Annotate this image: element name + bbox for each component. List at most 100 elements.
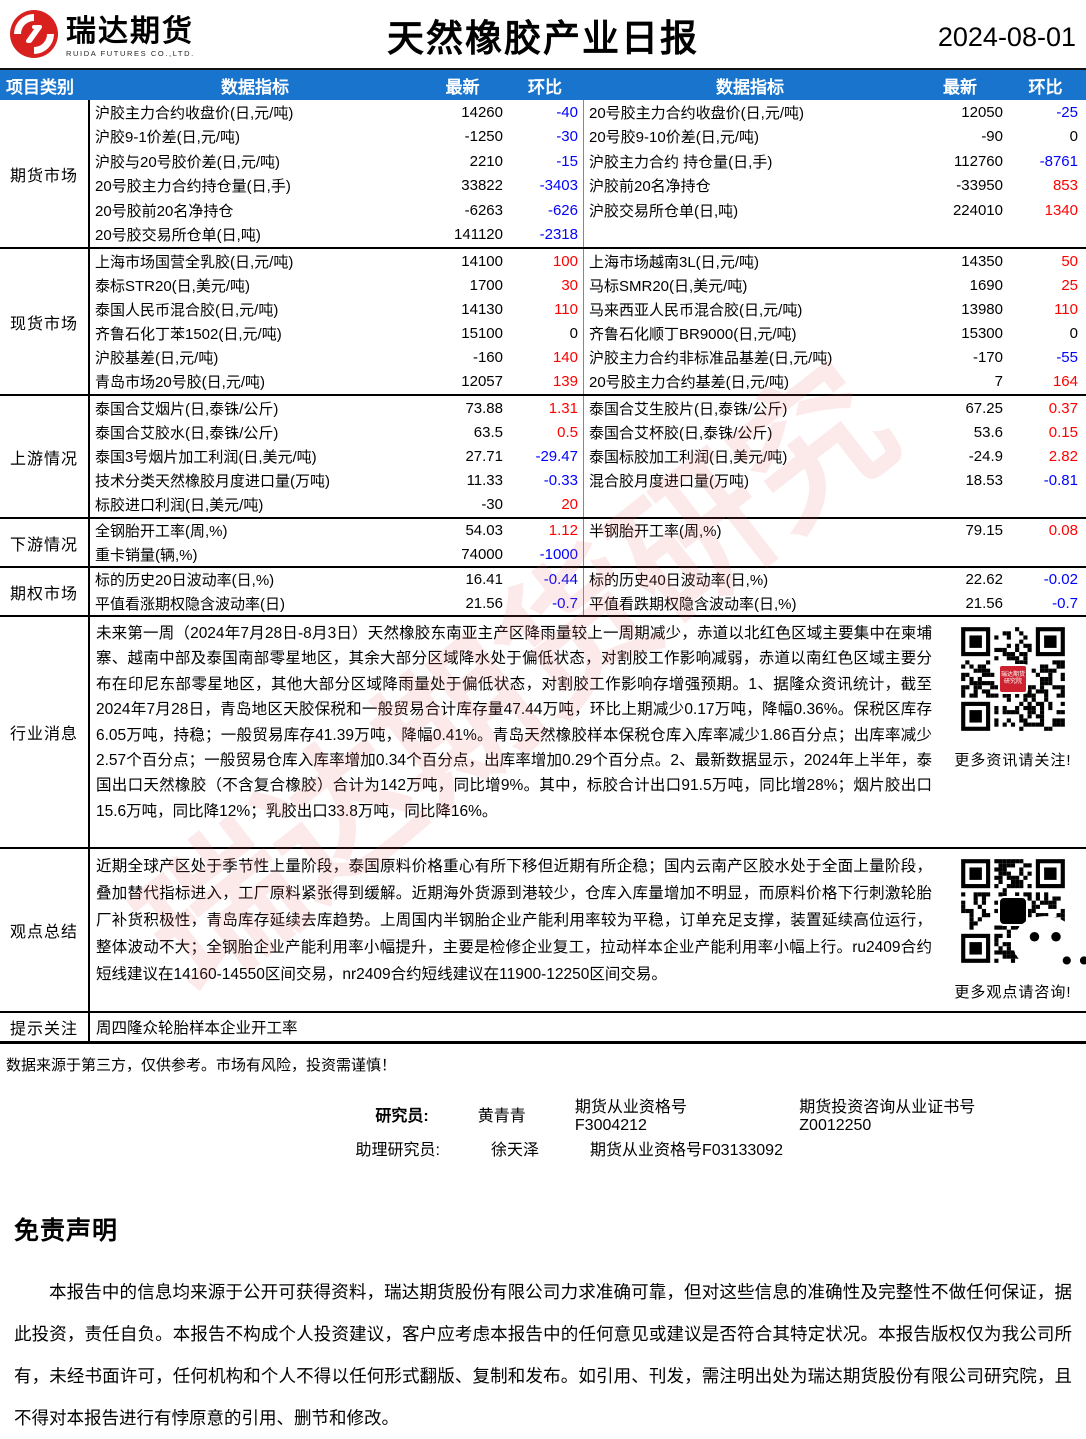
researcher-info: 研究员: 黄青青 期货从业资格号F3004212 期货投资咨询从业证书号Z001…: [0, 1097, 1086, 1165]
indicator-name: 标的历史40日波动率(日,%): [583, 568, 913, 592]
disclaimer-title: 免责声明: [14, 1217, 119, 1245]
indicator-value: 54.03: [465, 522, 503, 540]
indicator-value: 16.41: [465, 571, 503, 589]
section-期货市场: 期货市场 沪胶主力合约收盘价(日,元/吨) 14260 -40 20号胶主力合约收盘价(…: [0, 100, 1086, 247]
indicator-change: 0: [1069, 325, 1078, 343]
indicator-change: -0.7: [1052, 594, 1078, 612]
indicator-change: -2318: [539, 226, 578, 244]
indicator-name: 马来西亚人民币混合胶(日,元/吨): [583, 297, 913, 322]
section-label: 行业消息: [0, 617, 90, 847]
indicator-name: 平值看跌期权隐含波动率(日,%): [583, 591, 913, 615]
indicator-name: 20号胶9-10价差(日,元/吨): [583, 124, 913, 149]
indicator-value: 22.62: [965, 571, 1003, 589]
table-row: 泰国3号烟片加工利润(日,美元/吨) 27.71 -29.47 泰国标胶加工利润(日,…: [90, 444, 1086, 469]
indicator-name: 上海市场越南3L(日,元/吨): [583, 249, 913, 274]
table-row: 泰标STR20(日,美元/吨) 1700 30 马标SMR20(日,美元/吨) 1690…: [90, 273, 1086, 298]
section-label: 期权市场: [0, 568, 90, 615]
table-row: 泰国合艾烟片(日,泰铢/公斤) 73.88 1.31 泰国合艾生胶片(日,泰铢/公斤)…: [90, 396, 1086, 421]
indicator-change: 110: [1054, 300, 1078, 318]
notice-text: 周四隆众轮胎样本企业开工率: [96, 1020, 298, 1037]
indicator-name: 泰国3号烟片加工利润(日,美元/吨): [95, 449, 317, 466]
indicator-change: 0.37: [1048, 399, 1078, 417]
indicator-name: [583, 492, 913, 518]
table-row: 标胶进口利润(日,美元/吨) -30 20: [90, 492, 1086, 518]
indicator-value: 7: [994, 373, 1003, 391]
section-viewpoint-summary: 观点总结 近期全球产区处于季节性上量阶段，泰国原料价格重心有所下移但近期有所企稳…: [0, 847, 1086, 1011]
indicator-name: 沪胶9-1价差(日,元/吨): [95, 129, 241, 147]
indicator-name: 泰国合艾生胶片(日,泰铢/公斤): [583, 396, 913, 421]
indicator-value: 14260: [461, 103, 503, 121]
section-期权市场: 期权市场 标的历史20日波动率(日,%) 16.41 -0.44 标的历史40日波动率(…: [0, 566, 1086, 615]
indicator-change: 30: [561, 276, 578, 294]
indicator-value: -160: [472, 349, 503, 367]
table-row: 青岛市场20号胶(日,元/吨) 12057 139 20号胶主力合约基差(日,元/吨)…: [90, 369, 1086, 395]
researcher-cert2: 期货投资咨询从业证书号Z0012250: [799, 1099, 976, 1134]
indicator-change: -30: [556, 128, 578, 146]
news-qr-code: 瑞达期货 研究院: [957, 623, 1069, 735]
page-title: 天然橡胶产业日报: [387, 18, 699, 59]
company-name-en: RUIDA FUTURES CO.,LTD.: [66, 49, 195, 58]
indicator-value: 63.5: [473, 423, 503, 441]
indicator-value: 53.6: [973, 423, 1003, 441]
qr-badge-text: 瑞达期货: [1000, 672, 1025, 678]
indicator-value: 27.71: [465, 448, 503, 465]
indicator-name: 齐鲁石化顺丁BR9000(日,元/吨): [583, 321, 913, 346]
section-label: 提示关注: [0, 1013, 90, 1041]
report-header: 瑞达期货 RUIDA FUTURES CO.,LTD. 天然橡胶产业日报 202…: [0, 0, 1086, 68]
indicator-name: 20号胶主力合约基差(日,元/吨): [583, 369, 913, 395]
report-date: 2024-08-01: [937, 22, 1076, 52]
company-logo: 瑞达期货 RUIDA FUTURES CO.,LTD.: [8, 8, 195, 60]
indicator-change: 0.15: [1048, 423, 1078, 441]
indicator-change: -0.02: [1043, 571, 1078, 589]
indicator-value: 1700: [469, 276, 503, 294]
indicator-name: 20号胶主力合约持仓量(日,手): [95, 178, 291, 196]
indicator-value: 1690: [969, 276, 1003, 294]
table-column-header: 项目类别 数据指标 最新 环比 数据指标 最新 环比: [0, 68, 1086, 100]
indicator-change: 110: [554, 300, 578, 318]
company-name: 瑞达期货: [66, 15, 194, 48]
wechat-icon: [998, 896, 1086, 992]
indicator-change: -40: [556, 103, 578, 121]
indicator-change: 100: [552, 252, 578, 270]
indicator-name: 沪胶基差(日,元/吨): [95, 350, 219, 368]
indicator-value: 12050: [961, 103, 1003, 121]
indicator-name: 沪胶与20号胶价差(日,元/吨): [95, 153, 281, 171]
table-row: 技术分类天然橡胶月度进口量(万吨) 11.33 -0.33 混合胶月度进口量(万吨) 1…: [90, 468, 1086, 493]
indicator-value: -170: [972, 349, 1003, 367]
indicator-name: 20号胶交易所仓单(日,吨): [95, 227, 261, 245]
indicator-change: -0.33: [543, 472, 578, 490]
section-label: 期货市场: [0, 100, 90, 247]
indicator-change: 1.12: [548, 522, 578, 540]
disclaimer-text: 本报告中的信息均来源于公开可获得资料，瑞达期货股份有限公司力求准确可靠，但对这些…: [14, 1282, 1072, 1428]
indicator-name: 沪胶主力合约 持仓量(日,手): [583, 149, 913, 174]
indicator-value: 14350: [961, 252, 1003, 270]
indicator-name: 泰国人民币混合胶(日,元/吨): [95, 301, 279, 319]
section-label: 观点总结: [0, 849, 90, 1011]
table-row: 20号胶主力合约持仓量(日,手) 33822 -3403 沪胶前20名净持仓 -3395…: [90, 173, 1086, 198]
qr-badge-text: 研究院: [1003, 679, 1022, 685]
indicator-name: 上海市场国营全乳胶(日,元/吨): [95, 253, 294, 271]
indicator-value: 14100: [461, 252, 503, 270]
indicator-value: 14130: [461, 300, 503, 318]
indicator-value: 15100: [461, 325, 503, 343]
data-table: 期货市场 沪胶主力合约收盘价(日,元/吨) 14260 -40 20号胶主力合约收盘价(…: [0, 100, 1086, 1044]
indicator-value: -90: [981, 128, 1003, 146]
col-indicator-l: 数据指标: [221, 77, 289, 97]
section-label: 上游情况: [0, 396, 90, 517]
indicator-change: -0.81: [1043, 472, 1078, 490]
indicator-change: 0.08: [1048, 522, 1078, 540]
indicator-change: 20: [561, 496, 578, 514]
indicator-change: 0: [1069, 128, 1078, 146]
researcher-label: 研究员:: [375, 1108, 429, 1125]
indicator-change: -626: [547, 201, 578, 219]
table-row: 沪胶主力合约收盘价(日,元/吨) 14260 -40 20号胶主力合约收盘价(日,元/…: [90, 100, 1086, 125]
indicator-name: 平值看涨期权隐含波动率(日): [95, 595, 285, 613]
table-row: 齐鲁石化丁苯1502(日,元/吨) 15100 0 齐鲁石化顺丁BR9000(日,元/…: [90, 321, 1086, 346]
indicator-value: 112760: [954, 152, 1003, 170]
viewpoint-summary-text: 近期全球产区处于季节性上量阶段，泰国原料价格重心有所下移但近期有所企稳；国内云南…: [96, 858, 932, 983]
contact-qr-code: [957, 855, 1086, 992]
data-source-note: 数据来源于第三方，仅供参考。市场有风险，投资需谨慎！: [6, 1057, 397, 1074]
indicator-value: 79.15: [965, 522, 1003, 540]
indicator-name: 重卡销量(辆,%): [95, 546, 198, 564]
indicator-value: 21.56: [965, 594, 1003, 612]
